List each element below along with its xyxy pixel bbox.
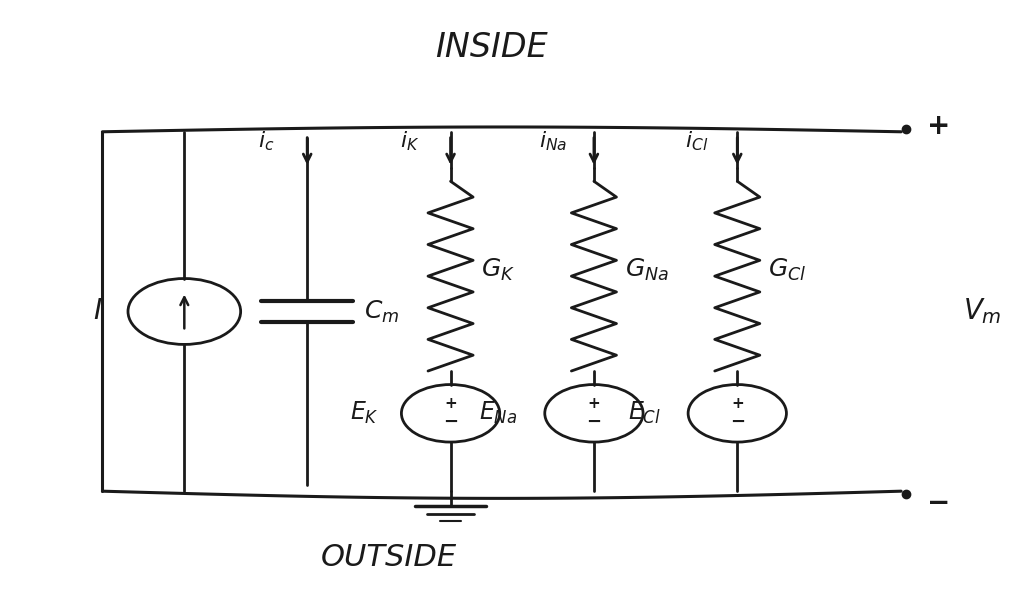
Text: +: + — [444, 396, 457, 411]
Text: $G_{Cl}$: $G_{Cl}$ — [768, 257, 806, 283]
Text: $G_K$: $G_K$ — [481, 257, 515, 283]
Text: +: + — [731, 396, 743, 411]
Text: $i_c$: $i_c$ — [258, 129, 274, 153]
Text: +: + — [588, 396, 600, 411]
Text: $E_K$: $E_K$ — [350, 400, 379, 426]
Text: −: − — [587, 413, 601, 431]
Text: $i_{Cl}$: $i_{Cl}$ — [685, 129, 708, 153]
Text: +: + — [927, 112, 950, 140]
Text: OUTSIDE: OUTSIDE — [322, 543, 457, 571]
Text: $G_{Na}$: $G_{Na}$ — [625, 257, 669, 283]
Text: INSIDE: INSIDE — [435, 31, 548, 65]
Text: −: − — [927, 489, 950, 517]
Text: $E_{Cl}$: $E_{Cl}$ — [628, 400, 660, 426]
Text: −: − — [443, 413, 458, 431]
Text: $I$: $I$ — [92, 298, 102, 325]
Text: $C_m$: $C_m$ — [364, 298, 398, 325]
Text: $i_K$: $i_K$ — [400, 129, 419, 153]
Text: −: − — [730, 413, 744, 431]
Text: $V_m$: $V_m$ — [963, 297, 1001, 326]
Text: $i_{Na}$: $i_{Na}$ — [539, 129, 567, 153]
Text: $E_{Na}$: $E_{Na}$ — [479, 400, 517, 426]
